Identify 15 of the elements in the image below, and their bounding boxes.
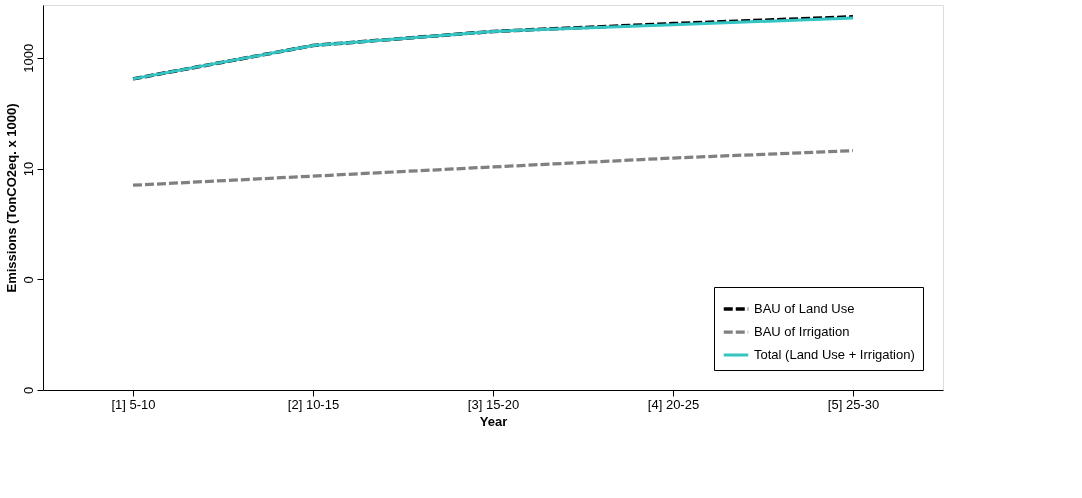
x-tick-label: [5] 25-30 (827, 396, 880, 412)
legend-label: Total (Land Use + Irrigation) (754, 347, 915, 362)
line-series (131, 149, 855, 187)
x-tick-label: [4] 20-25 (647, 396, 700, 412)
x-tick-label: [3] 15-20 (467, 396, 520, 412)
x-tick-label: [1] 5-10 (111, 396, 156, 412)
y-tick-label: 0 (20, 386, 36, 395)
x-axis-title: Year (479, 413, 508, 429)
y-tick-label: 1000 (20, 43, 36, 73)
y-tick-label: 0 (20, 276, 36, 284)
y-axis-title: Emissions (TonCO2eq. x 1000) (3, 103, 19, 293)
legend-label: BAU of Irrigation (754, 324, 850, 339)
y-tick-label: 10 (20, 161, 36, 177)
legend-label: BAU of Land Use (754, 301, 855, 316)
x-tick-label: [2] 10-15 (287, 396, 340, 412)
